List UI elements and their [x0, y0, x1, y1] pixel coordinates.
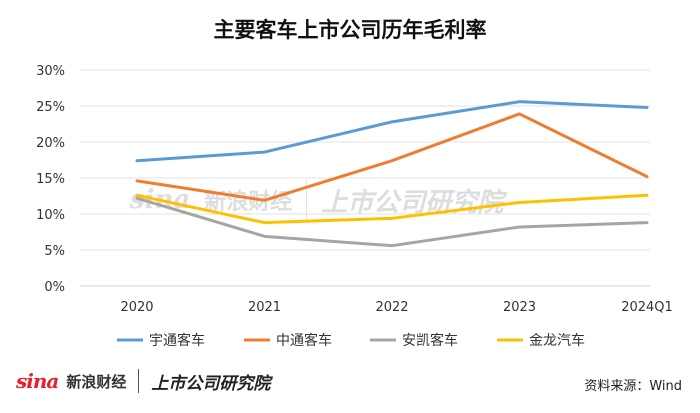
y-tick-label: 15%	[36, 172, 65, 187]
y-tick-label: 10%	[36, 208, 65, 223]
sina-logo: sina	[16, 369, 59, 393]
legend-label: 安凯客车	[402, 332, 458, 349]
y-tick-label: 0%	[44, 280, 65, 295]
y-tick-label: 25%	[36, 100, 65, 115]
chart-title: 主要客车上市公司历年毛利率	[213, 18, 487, 42]
y-axis-ticks: 0% 5% 10% 15% 20% 25% 30%	[36, 64, 65, 295]
legend: 宇通客车 中通客车 安凯客车 金龙汽车	[117, 332, 585, 349]
series-line	[135, 193, 649, 225]
series-line	[135, 100, 649, 163]
series-line	[135, 112, 649, 202]
x-tick-label: 2020	[120, 300, 153, 315]
x-tick-label: 2023	[503, 300, 536, 315]
brand-divider	[138, 369, 140, 393]
source-note: 资料来源：Wind	[584, 379, 682, 394]
x-tick-label: 2022	[375, 300, 408, 315]
x-tick-label: 2021	[248, 300, 281, 315]
institute-text: 上市公司研究院	[151, 373, 271, 394]
legend-label: 金龙汽车	[529, 332, 585, 349]
footer-brand: sina 新浪财经 上市公司研究院	[16, 366, 270, 396]
y-tick-label: 20%	[36, 136, 65, 151]
y-tick-label: 5%	[44, 244, 65, 259]
legend-label: 中通客车	[276, 332, 332, 349]
series-lines	[135, 100, 649, 248]
sina-finance-text: 新浪财经	[66, 372, 127, 391]
series-line	[135, 196, 649, 248]
y-tick-label: 30%	[36, 64, 65, 79]
legend-label: 宇通客车	[149, 332, 205, 349]
x-axis-ticks: 2020 2021 2022 2023 2024Q1	[120, 300, 672, 315]
x-tick-label: 2024Q1	[621, 300, 673, 315]
gridlines	[80, 69, 650, 287]
